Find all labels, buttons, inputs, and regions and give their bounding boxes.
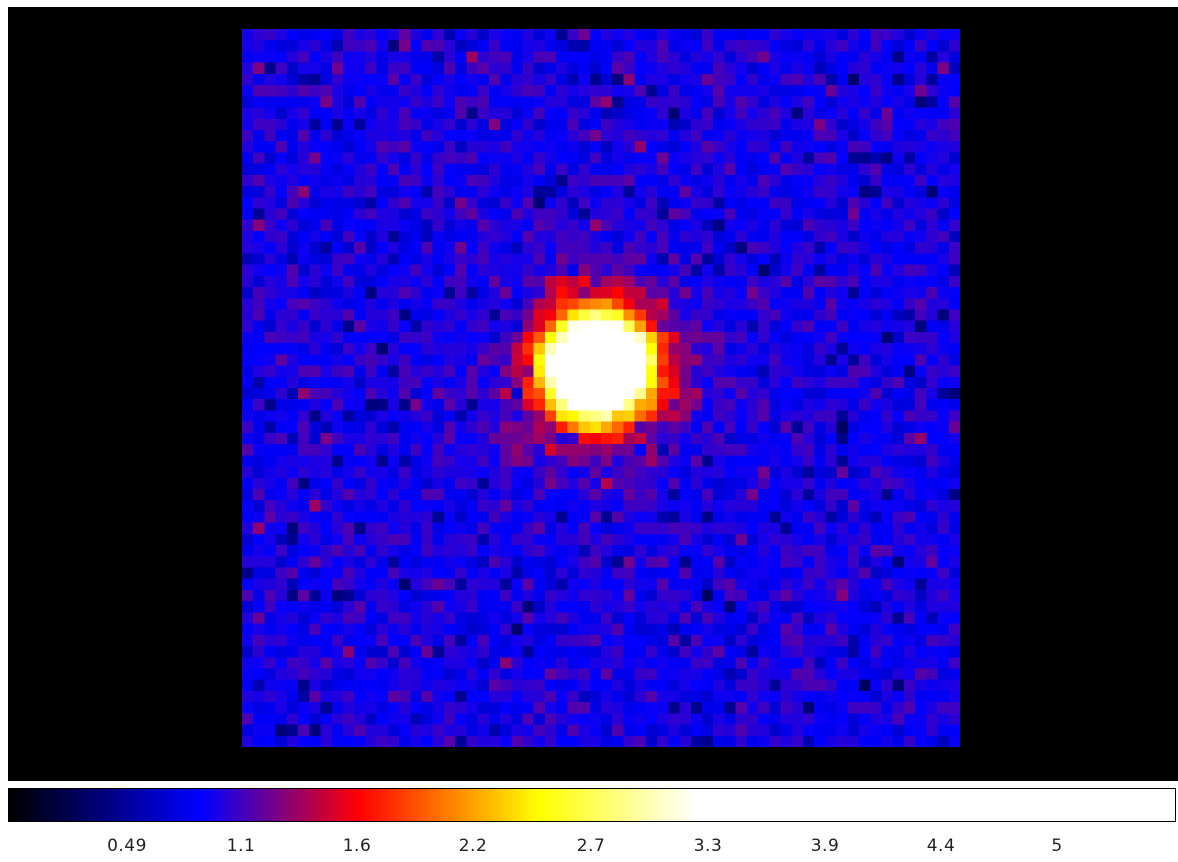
colorbar-gradient: [9, 789, 1175, 821]
colorbar-tick-labels: 0.49 1.1 1.6 2.2 2.7 3.3 3.9 4.4 5: [0, 836, 1178, 862]
image-display-frame[interactable]: [8, 7, 1178, 781]
colorbar: [8, 788, 1176, 822]
colorbar-tick-label: 1.1: [226, 836, 256, 856]
colorbar-tick-label: 3.3: [693, 836, 723, 856]
colorbar-tick-label: 0.49: [107, 836, 147, 856]
colorbar-tick-label: 3.9: [810, 836, 840, 856]
colorbar-tick-label: 4.4: [926, 836, 956, 856]
xray-image[interactable]: [242, 29, 960, 747]
colorbar-tick-label: 5: [1051, 836, 1063, 856]
colorbar-tick-label: 2.7: [576, 836, 606, 856]
colorbar-tick-label: 2.2: [458, 836, 488, 856]
colorbar-tick-label: 1.6: [342, 836, 372, 856]
